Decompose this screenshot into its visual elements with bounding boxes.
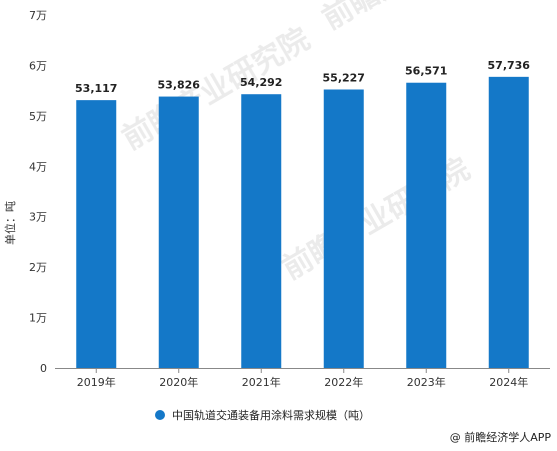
y-axis: 0 1万 2万 3万 4万 5万 6万 7万 <box>29 9 47 375</box>
data-label: 53,826 <box>158 79 201 92</box>
y-tick-label: 3万 <box>29 211 47 224</box>
x-tick-label: 2019年 <box>77 375 116 389</box>
source-label: @ 前瞻经济学人APP <box>450 430 552 444</box>
watermark-text: 前瞻产业研究院 <box>317 0 516 37</box>
bar[interactable] <box>76 100 117 369</box>
x-tick-label: 2024年 <box>489 375 528 389</box>
bar[interactable] <box>241 94 282 369</box>
y-tick-label: 4万 <box>29 160 47 173</box>
data-label: 56,571 <box>405 65 447 78</box>
data-labels: 53,117 53,826 54,292 55,227 56,571 57,736 <box>75 59 530 95</box>
y-tick-label: 7万 <box>29 9 47 22</box>
bar[interactable] <box>406 82 447 369</box>
bar[interactable] <box>488 76 529 369</box>
y-tick-label: 6万 <box>29 59 47 72</box>
bar[interactable] <box>323 89 364 368</box>
y-axis-title: 单位：吨 <box>3 201 17 245</box>
data-label: 54,292 <box>240 76 282 89</box>
data-label: 57,736 <box>488 59 531 72</box>
data-label: 53,117 <box>75 82 117 95</box>
data-label: 55,227 <box>323 71 365 84</box>
x-tick-label: 2023年 <box>407 375 446 389</box>
legend-marker <box>155 410 165 420</box>
legend[interactable]: 中国轨道交通装备用涂料需求规模（吨） <box>155 408 370 422</box>
y-tick-label: 1万 <box>29 312 47 325</box>
bar[interactable] <box>158 96 199 368</box>
watermark-text: 前瞻产业研究院 <box>117 22 316 157</box>
y-tick-label: 0 <box>40 362 47 375</box>
x-axis: 2019年 2020年 2021年 2022年 2023年 2024年 <box>77 368 528 389</box>
x-tick-label: 2020年 <box>159 375 198 389</box>
y-tick-label: 2万 <box>29 261 47 274</box>
y-tick-label: 5万 <box>29 110 47 123</box>
legend-label: 中国轨道交通装备用涂料需求规模（吨） <box>172 408 370 422</box>
x-tick-label: 2021年 <box>242 375 281 389</box>
bars <box>76 76 529 369</box>
x-tick-label: 2022年 <box>324 375 363 389</box>
